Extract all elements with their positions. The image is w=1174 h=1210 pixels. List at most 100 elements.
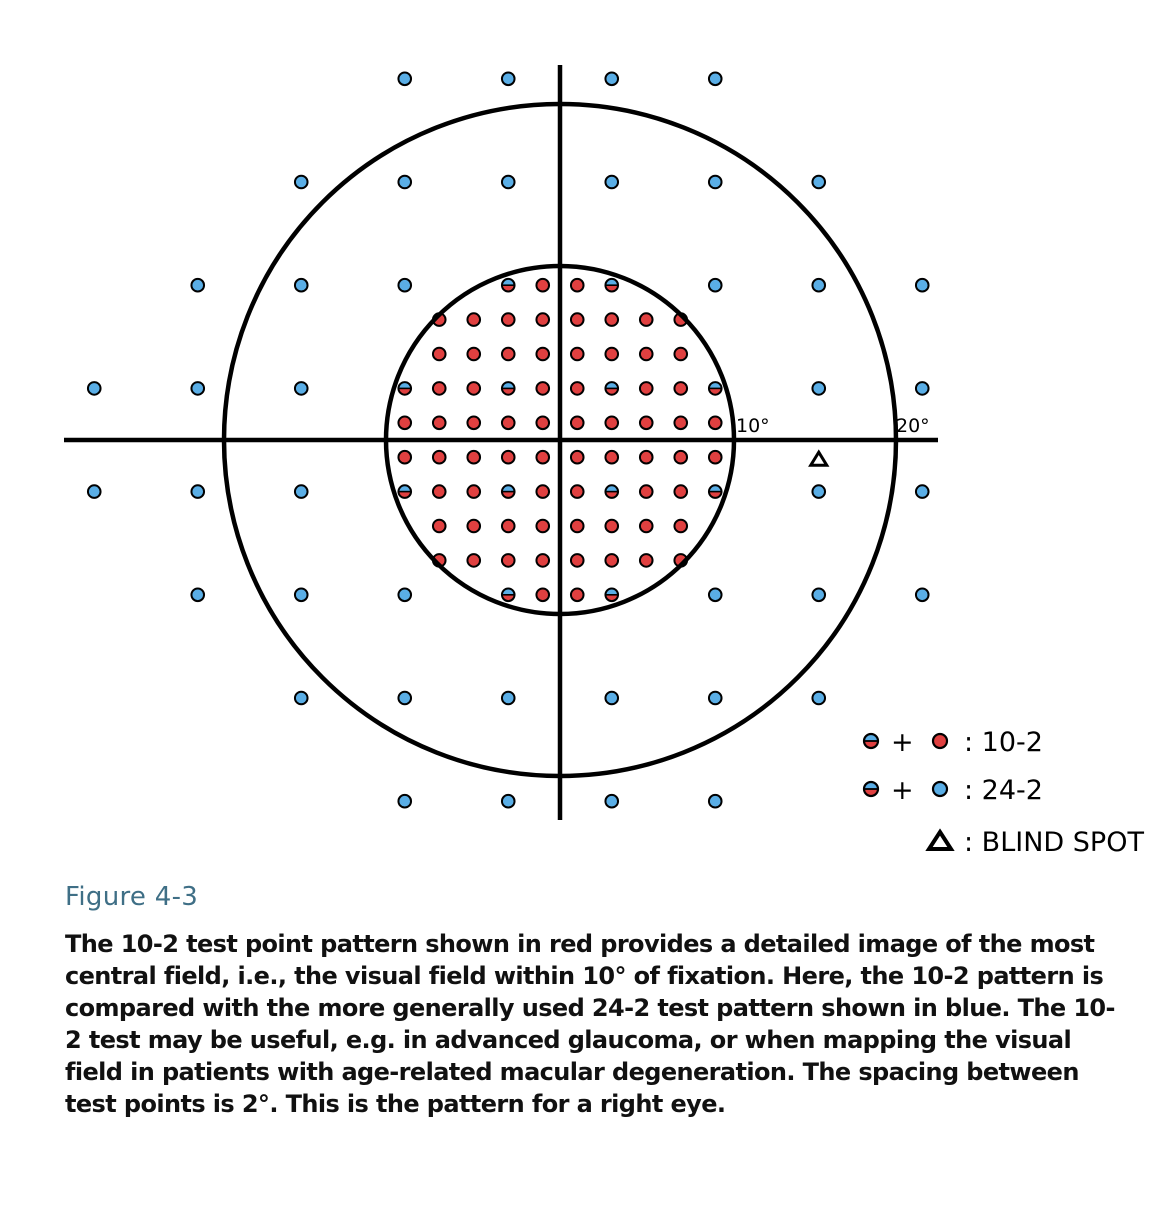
test-point-10-2 bbox=[673, 518, 689, 534]
test-point-10-2 bbox=[466, 484, 482, 499]
test-point-10-2 bbox=[604, 346, 620, 362]
legend: +: 10-2 +: 24-2: BLIND SPOT bbox=[862, 727, 1144, 858]
test-point-24-2 bbox=[397, 690, 413, 706]
axes bbox=[64, 65, 938, 820]
test-point-10-2 bbox=[569, 449, 585, 465]
test-point-10-2 bbox=[535, 381, 551, 396]
test-point-24-2 bbox=[293, 174, 309, 190]
test-point-shared bbox=[604, 381, 620, 396]
test-point-10-2 bbox=[569, 346, 585, 362]
test-point-10-2 bbox=[466, 449, 482, 465]
test-point-shared bbox=[397, 381, 413, 396]
test-point-24-2 bbox=[397, 793, 413, 809]
figure-caption-text: The 10-2 test point pattern shown in red… bbox=[65, 930, 1115, 1118]
test-point-10-2 bbox=[569, 381, 585, 396]
half-point-icon bbox=[862, 780, 880, 798]
test-point-24-2 bbox=[397, 71, 413, 87]
test-point-24-2 bbox=[190, 587, 206, 603]
test-point-10-2 bbox=[535, 277, 551, 293]
test-point-10-2 bbox=[535, 484, 551, 499]
test-point-10-2 bbox=[500, 312, 516, 327]
test-points bbox=[86, 71, 930, 809]
test-point-10-2 bbox=[397, 449, 413, 465]
test-point-10-2 bbox=[466, 312, 482, 327]
test-point-shared bbox=[604, 277, 620, 293]
test-point-24-2 bbox=[914, 484, 930, 499]
test-point-10-2 bbox=[569, 277, 585, 293]
test-point-10-2 bbox=[500, 415, 516, 431]
test-point-24-2 bbox=[500, 71, 516, 87]
test-point-24-2 bbox=[811, 381, 827, 396]
test-point-10-2 bbox=[466, 415, 482, 431]
test-point-10-2 bbox=[604, 415, 620, 431]
test-point-24-2 bbox=[397, 174, 413, 190]
test-point-24-2 bbox=[914, 277, 930, 293]
shared-point-outline bbox=[500, 484, 516, 499]
test-point-10-2 bbox=[604, 553, 620, 568]
test-point-10-2 bbox=[673, 484, 689, 499]
test-point-10-2 bbox=[638, 381, 654, 396]
test-point-10-2 bbox=[638, 415, 654, 431]
test-point-10-2 bbox=[431, 484, 447, 499]
test-point-24-2 bbox=[293, 277, 309, 293]
test-point-10-2 bbox=[707, 449, 723, 465]
test-point-24-2 bbox=[811, 277, 827, 293]
test-point-24-2 bbox=[604, 71, 620, 87]
test-point-10-2 bbox=[673, 415, 689, 431]
legend-item: +: 10-2 bbox=[862, 727, 1043, 758]
test-point-10-2 bbox=[466, 381, 482, 396]
test-point-shared bbox=[500, 277, 516, 293]
shared-point-outline bbox=[604, 484, 620, 499]
test-point-10-2 bbox=[673, 449, 689, 465]
test-point-shared bbox=[707, 381, 723, 396]
test-point-10-2 bbox=[466, 518, 482, 534]
test-point-10-2 bbox=[604, 518, 620, 534]
test-point-24-2 bbox=[914, 381, 930, 396]
half-point-outline bbox=[862, 732, 880, 750]
test-point-24-2 bbox=[914, 587, 930, 603]
test-point-24-2 bbox=[500, 690, 516, 706]
outer-ring-label: 20° bbox=[896, 415, 930, 437]
test-point-10-2 bbox=[569, 587, 585, 603]
test-point-10-2 bbox=[500, 449, 516, 465]
test-point-24-2 bbox=[707, 587, 723, 603]
test-point-10-2 bbox=[431, 415, 447, 431]
test-point-24-2 bbox=[811, 174, 827, 190]
shared-point-outline bbox=[604, 277, 620, 293]
test-point-10-2 bbox=[535, 553, 551, 568]
test-point-24-2 bbox=[707, 71, 723, 87]
legend-plus: + bbox=[891, 775, 914, 806]
shared-point-outline bbox=[500, 381, 516, 396]
test-point-10-2 bbox=[535, 449, 551, 465]
test-point-24-2 bbox=[500, 174, 516, 190]
test-point-10-2 bbox=[707, 415, 723, 431]
test-point-24-2 bbox=[811, 484, 827, 499]
test-point-24-2 bbox=[86, 381, 102, 396]
test-point-10-2 bbox=[638, 518, 654, 534]
test-point-10-2 bbox=[638, 312, 654, 327]
test-point-10-2 bbox=[500, 553, 516, 568]
test-point-10-2 bbox=[431, 346, 447, 362]
test-point-24-2 bbox=[397, 277, 413, 293]
legend-label: : BLIND SPOT bbox=[964, 827, 1144, 858]
test-point-24-2 bbox=[293, 587, 309, 603]
shared-point-outline bbox=[500, 277, 516, 293]
test-point-10-2 bbox=[673, 381, 689, 396]
test-point-10-2 bbox=[638, 449, 654, 465]
inner-ring-label: 10° bbox=[736, 415, 770, 437]
test-point-24-2 bbox=[293, 381, 309, 396]
test-point-24-2 bbox=[190, 381, 206, 396]
test-point-24-2 bbox=[604, 793, 620, 809]
test-point-10-2 bbox=[466, 346, 482, 362]
test-point-24-2 bbox=[604, 690, 620, 706]
test-point-10-2 bbox=[397, 415, 413, 431]
test-point-shared bbox=[604, 484, 620, 499]
test-point-24-2 bbox=[811, 690, 827, 706]
shared-point-outline bbox=[604, 381, 620, 396]
blind-spot-legend-icon bbox=[925, 828, 955, 851]
test-point-24-2 bbox=[86, 484, 102, 499]
legend-item: : BLIND SPOT bbox=[925, 827, 1144, 858]
test-point-10-2 bbox=[500, 346, 516, 362]
test-point-10-2 bbox=[569, 518, 585, 534]
blind-spot-icon bbox=[808, 449, 830, 467]
